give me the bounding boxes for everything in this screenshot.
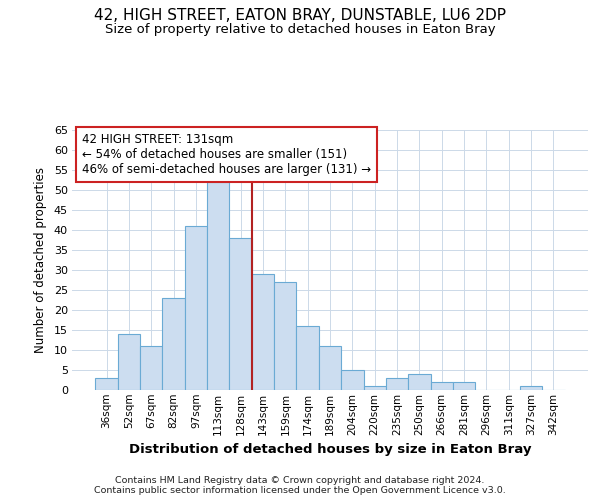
- Bar: [408, 374, 431, 390]
- Bar: [95, 378, 118, 390]
- Text: Size of property relative to detached houses in Eaton Bray: Size of property relative to detached ho…: [104, 22, 496, 36]
- Bar: [207, 182, 229, 390]
- Text: Distribution of detached houses by size in Eaton Bray: Distribution of detached houses by size …: [129, 442, 531, 456]
- Bar: [386, 378, 408, 390]
- Text: 42, HIGH STREET, EATON BRAY, DUNSTABLE, LU6 2DP: 42, HIGH STREET, EATON BRAY, DUNSTABLE, …: [94, 8, 506, 22]
- Bar: [118, 334, 140, 390]
- Text: 42 HIGH STREET: 131sqm
← 54% of detached houses are smaller (151)
46% of semi-de: 42 HIGH STREET: 131sqm ← 54% of detached…: [82, 132, 371, 176]
- Bar: [520, 386, 542, 390]
- Bar: [163, 298, 185, 390]
- Text: Contains HM Land Registry data © Crown copyright and database right 2024.: Contains HM Land Registry data © Crown c…: [115, 476, 485, 485]
- Bar: [341, 370, 364, 390]
- Bar: [319, 346, 341, 390]
- Bar: [453, 382, 475, 390]
- Bar: [296, 326, 319, 390]
- Bar: [185, 226, 207, 390]
- Y-axis label: Number of detached properties: Number of detached properties: [34, 167, 47, 353]
- Bar: [431, 382, 453, 390]
- Bar: [364, 386, 386, 390]
- Text: Contains public sector information licensed under the Open Government Licence v3: Contains public sector information licen…: [94, 486, 506, 495]
- Bar: [274, 282, 296, 390]
- Bar: [252, 274, 274, 390]
- Bar: [229, 238, 252, 390]
- Bar: [140, 346, 163, 390]
